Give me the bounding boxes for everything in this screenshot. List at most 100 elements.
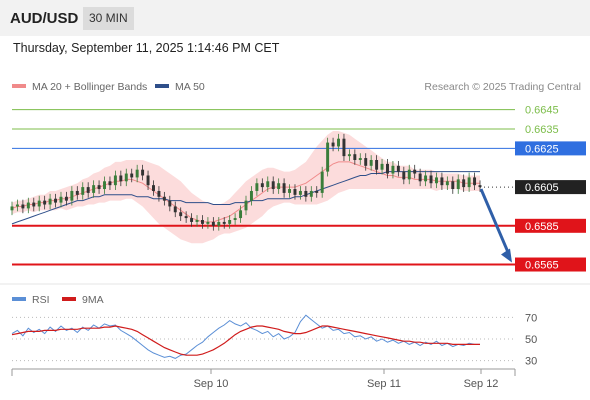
level-label-0.6565: 0.6565 xyxy=(525,260,559,272)
candle-body xyxy=(32,202,36,207)
level-label-0.6625: 0.6625 xyxy=(525,143,559,155)
candle-body xyxy=(320,171,324,193)
candle-body xyxy=(347,154,351,157)
candle-body xyxy=(124,173,128,182)
candle-body xyxy=(418,173,422,182)
x-label-Sep 10: Sep 10 xyxy=(194,378,229,390)
candle-body xyxy=(282,183,286,193)
rsi-layer: 70 50 30 xyxy=(11,312,537,368)
candle-body xyxy=(445,181,449,186)
candle-body xyxy=(92,185,96,193)
candle-body xyxy=(429,175,433,184)
x-label-Sep 12: Sep 12 xyxy=(464,378,499,390)
candle-body xyxy=(59,196,63,203)
level-label-0.6585: 0.6585 xyxy=(525,221,559,233)
candle-body xyxy=(271,181,275,190)
candle-body xyxy=(353,154,357,160)
top-bar: AUD/USD 30 MIN xyxy=(0,0,590,36)
rsi-tick-30: 30 xyxy=(525,356,537,368)
candle-body xyxy=(162,196,166,201)
candle-body xyxy=(119,175,123,182)
level-tag-0.6585 xyxy=(515,218,586,233)
level-label-0.6605: 0.6605 xyxy=(525,182,559,194)
rsi-line xyxy=(11,314,480,359)
candle-body xyxy=(434,177,438,184)
candle-body xyxy=(10,206,14,211)
candle-body xyxy=(369,160,373,166)
rsi-tick-50: 50 xyxy=(525,334,537,346)
rsi-ma-line xyxy=(11,325,480,356)
candle-body xyxy=(179,212,183,217)
candle-body xyxy=(462,179,466,188)
candle-body xyxy=(456,179,460,190)
candle-body xyxy=(266,181,270,188)
candle-body xyxy=(451,181,455,190)
candle-body xyxy=(200,220,204,224)
candle-body xyxy=(407,169,411,180)
candle-body xyxy=(70,190,74,201)
candle-body xyxy=(277,183,281,190)
candle-body xyxy=(375,160,379,170)
rsi-legend-label: RSI xyxy=(32,294,50,306)
candle-body xyxy=(315,190,319,193)
candle-body xyxy=(304,190,308,197)
candle-body xyxy=(184,216,188,219)
candle-body xyxy=(64,196,68,201)
level-tag-0.6625 xyxy=(515,141,586,156)
ma50-legend-label: MA 50 xyxy=(175,81,205,93)
candle-body xyxy=(364,158,368,166)
level-label-0.6645: 0.6645 xyxy=(525,105,559,117)
ma50-legend-swatch xyxy=(155,84,169,88)
candle-body xyxy=(391,165,395,174)
candle-body xyxy=(43,200,47,205)
candle-body xyxy=(130,173,134,178)
candle-body xyxy=(244,200,248,211)
candle-body xyxy=(342,138,346,157)
symbol-title: AUD/USD xyxy=(10,10,79,27)
candle-body xyxy=(402,171,406,180)
candle-body xyxy=(309,190,313,197)
candle-body xyxy=(396,165,400,172)
candle-body xyxy=(260,183,264,188)
timeframe-button[interactable]: 30 MIN xyxy=(83,7,134,30)
candle-body xyxy=(152,185,155,191)
level-label-0.6635: 0.6635 xyxy=(525,124,559,136)
candle-body xyxy=(141,169,145,176)
candle-body xyxy=(228,220,232,224)
candle-body xyxy=(467,177,471,188)
candle-body xyxy=(222,221,226,224)
candle-body xyxy=(146,175,150,186)
candle-body xyxy=(239,210,243,219)
forecast-arrow xyxy=(479,188,511,256)
candle-body xyxy=(81,187,85,195)
candle-body xyxy=(424,175,428,182)
candle-body xyxy=(473,177,477,186)
candle-body xyxy=(15,204,19,207)
candle-body xyxy=(26,202,30,209)
candle-body xyxy=(211,221,215,226)
candle-body xyxy=(386,163,389,174)
candle-body xyxy=(331,142,335,147)
rsi-ma-legend-swatch xyxy=(62,297,76,301)
candle-body xyxy=(249,190,253,201)
candle-body xyxy=(298,190,302,195)
candle-body xyxy=(48,198,52,205)
candle-body xyxy=(113,175,117,186)
bollinger-band xyxy=(12,131,480,244)
bb-legend-label: MA 20 + Bollinger Bands xyxy=(32,81,147,93)
candle-body xyxy=(195,220,199,222)
candle-body xyxy=(135,169,139,178)
candle-body xyxy=(358,158,362,160)
candle-body xyxy=(97,185,101,190)
candle-body xyxy=(103,181,106,190)
price-layer: 0.6645 0.6635 0.6625 0.6605 0.6585 0.6565 xyxy=(10,105,586,272)
candle-body xyxy=(168,200,172,207)
candle-body xyxy=(413,169,417,174)
candle-body xyxy=(217,221,221,226)
copyright-label: Research © 2025 Trading Central xyxy=(424,81,581,93)
candle-body xyxy=(293,189,297,195)
candle-body xyxy=(337,138,340,147)
candle-body xyxy=(86,187,90,193)
candle-body xyxy=(326,142,330,172)
